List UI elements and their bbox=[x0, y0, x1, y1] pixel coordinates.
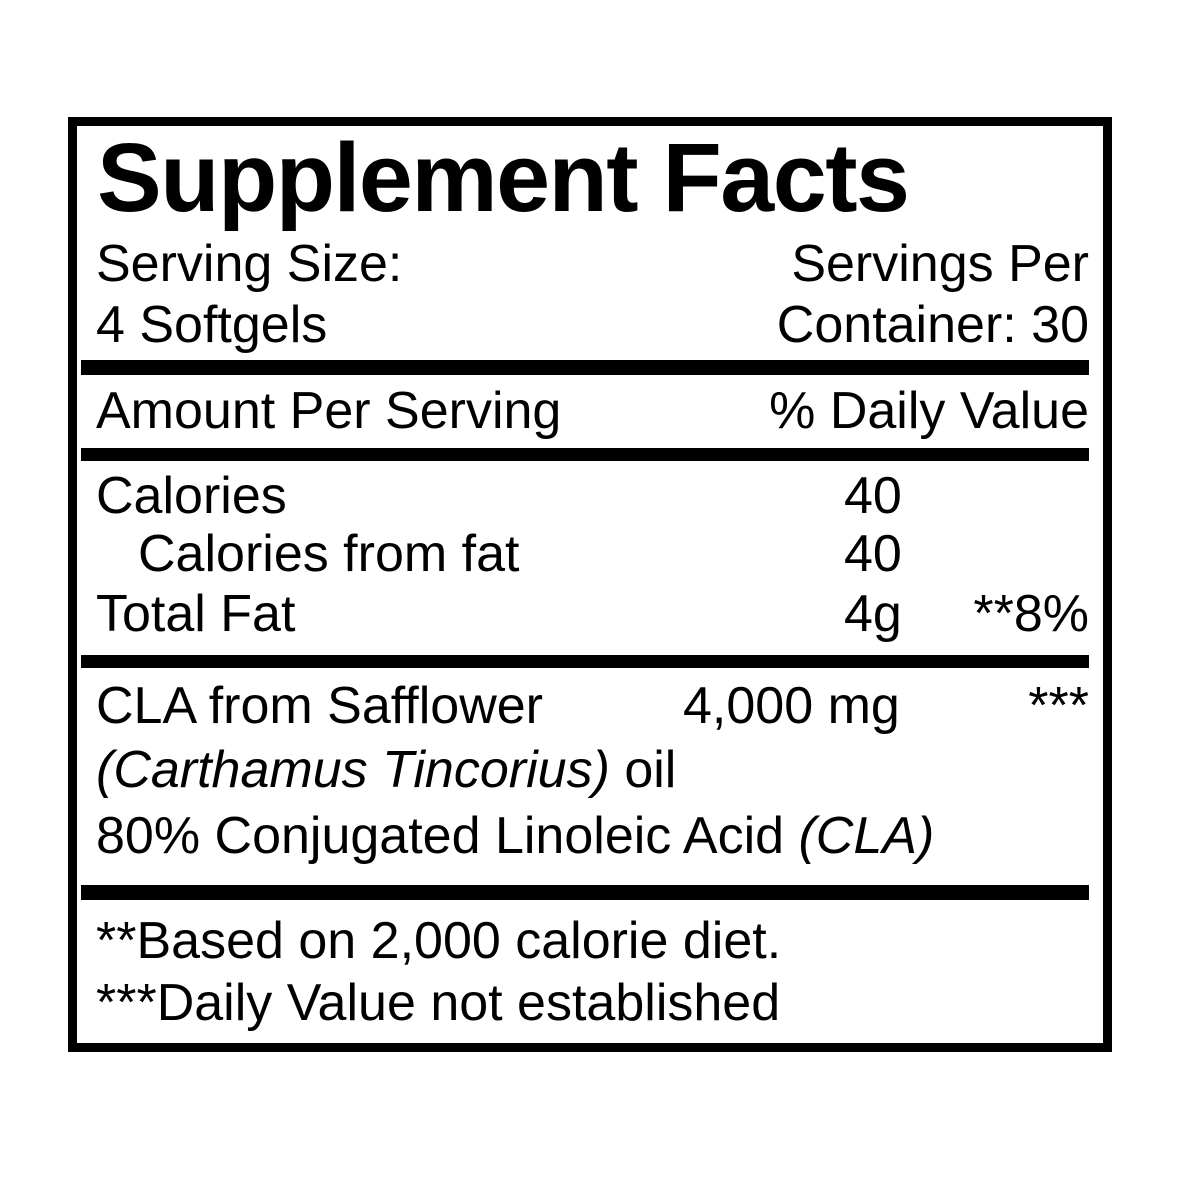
nutrient-name: CLA from Safflower bbox=[96, 677, 544, 735]
nutrient-amount: 40 bbox=[844, 467, 902, 525]
servings-per-value: Container: 30 bbox=[776, 296, 1089, 354]
label-title: Supplement Facts bbox=[97, 123, 910, 232]
nutrient-amount: 40 bbox=[844, 525, 902, 583]
serving-size-value: 4 Softgels bbox=[96, 296, 328, 354]
daily-value-header: % Daily Value bbox=[769, 382, 1089, 440]
serving-size-block: Serving Size: 4 Softgels bbox=[96, 234, 402, 356]
servings-per-label: Servings Per bbox=[791, 235, 1089, 293]
divider-bar-header bbox=[81, 448, 1089, 461]
composition-text: 80% Conjugated Linoleic Acid bbox=[96, 807, 799, 865]
composition-abbrev: (CLA) bbox=[798, 807, 935, 865]
supplement-facts-label: Supplement Facts Serving Size: 4 Softgel… bbox=[68, 117, 1112, 1052]
nutrient-daily-value: *** bbox=[1028, 677, 1089, 735]
nutrient-name: Total Fat bbox=[96, 585, 296, 643]
botanical-rest: oil bbox=[609, 741, 677, 799]
nutrient-daily-value: **8% bbox=[973, 585, 1089, 643]
cla-botanical-line: (Carthamus Tincorius) oil bbox=[96, 744, 1089, 796]
amount-per-serving-header: Amount Per Serving bbox=[96, 382, 562, 440]
nutrient-name: Calories from fat bbox=[138, 525, 520, 583]
servings-per-container-block: Servings Per Container: 30 bbox=[777, 234, 1089, 356]
nutrient-amount: 4g bbox=[844, 585, 902, 643]
nutrient-name: Calories bbox=[96, 467, 287, 525]
serving-size-label: Serving Size: bbox=[96, 235, 403, 293]
nutrient-amount: 4,000 mg bbox=[683, 677, 900, 735]
footnote-daily-value: ***Daily Value not established bbox=[96, 974, 781, 1032]
nutrient-row-total-fat: Total Fat 4g **8% bbox=[96, 588, 1089, 640]
nutrient-row-calories: Calories 40 bbox=[96, 470, 1089, 522]
nutrient-row-cla: CLA from Safflower 4,000 mg *** bbox=[96, 680, 1089, 732]
footnote-calorie-diet: **Based on 2,000 calorie diet. bbox=[96, 912, 782, 970]
cla-composition-line: 80% Conjugated Linoleic Acid (CLA) bbox=[96, 810, 1089, 862]
column-header-row: Amount Per Serving % Daily Value bbox=[96, 385, 1089, 437]
divider-bar-top bbox=[81, 360, 1089, 375]
botanical-name: (Carthamus Tincorius) bbox=[96, 741, 610, 799]
divider-bar-bottom bbox=[81, 885, 1089, 900]
serving-info-row: Serving Size: 4 Softgels Servings Per Co… bbox=[96, 234, 1089, 356]
divider-bar-middle bbox=[81, 655, 1089, 668]
nutrient-row-calories-from-fat: Calories from fat 40 bbox=[96, 528, 1089, 580]
